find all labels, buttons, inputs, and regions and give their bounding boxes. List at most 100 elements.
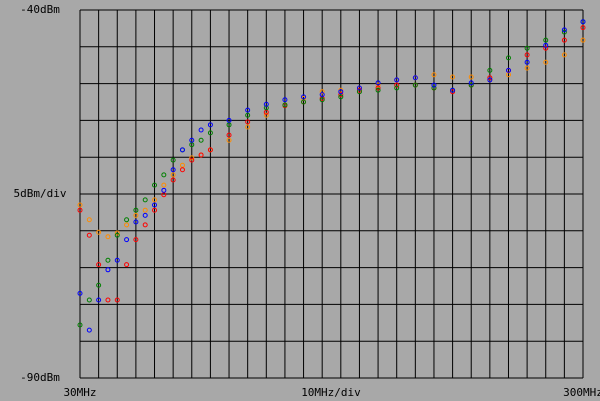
data-point bbox=[431, 85, 437, 91]
data-point bbox=[431, 72, 437, 78]
data-point bbox=[105, 267, 111, 273]
data-point bbox=[105, 297, 111, 303]
data-point bbox=[580, 25, 586, 31]
data-point bbox=[319, 92, 325, 98]
data-point bbox=[96, 297, 102, 303]
data-point bbox=[375, 85, 381, 91]
data-point bbox=[543, 37, 549, 43]
data-point bbox=[96, 262, 102, 268]
data-point bbox=[375, 87, 381, 93]
data-point bbox=[412, 82, 418, 88]
data-point bbox=[179, 147, 185, 153]
data-point bbox=[124, 262, 130, 268]
data-point bbox=[319, 97, 325, 103]
data-point bbox=[226, 117, 232, 123]
data-point bbox=[226, 132, 232, 138]
data-point bbox=[142, 197, 148, 203]
y-tick-label: -40dBm bbox=[20, 3, 60, 16]
data-point bbox=[450, 87, 456, 93]
data-point bbox=[394, 77, 400, 83]
y-tick-label: -90dBm bbox=[20, 371, 60, 384]
data-point bbox=[394, 85, 400, 91]
data-point bbox=[245, 107, 251, 113]
data-point bbox=[105, 234, 111, 240]
data-point bbox=[161, 187, 167, 193]
data-point bbox=[524, 45, 530, 51]
data-point bbox=[133, 237, 139, 243]
data-point bbox=[124, 222, 130, 228]
data-point bbox=[198, 137, 204, 143]
data-point bbox=[133, 212, 139, 218]
x-scale-label: 10MHz/div bbox=[301, 386, 361, 399]
data-point bbox=[198, 152, 204, 158]
data-point bbox=[142, 222, 148, 228]
data-point bbox=[114, 257, 120, 263]
data-point bbox=[580, 37, 586, 43]
data-point bbox=[133, 219, 139, 225]
data-point bbox=[580, 19, 586, 25]
data-point bbox=[86, 217, 92, 223]
data-point bbox=[189, 137, 195, 143]
data-point bbox=[142, 212, 148, 218]
x-tick-label: 30MHz bbox=[63, 386, 96, 399]
data-point bbox=[77, 322, 83, 328]
data-point bbox=[487, 75, 493, 81]
data-point bbox=[375, 80, 381, 86]
data-point bbox=[468, 80, 474, 86]
data-point bbox=[198, 127, 204, 133]
data-point bbox=[207, 122, 213, 128]
data-point bbox=[468, 74, 474, 80]
data-point bbox=[561, 37, 567, 43]
data-point bbox=[394, 82, 400, 88]
data-point bbox=[338, 89, 344, 95]
data-point bbox=[468, 82, 474, 88]
data-point bbox=[338, 94, 344, 100]
data-point bbox=[319, 89, 325, 95]
data-point bbox=[170, 177, 176, 183]
data-point bbox=[505, 55, 511, 61]
data-point bbox=[543, 42, 549, 48]
data-point bbox=[301, 99, 307, 105]
data-point bbox=[170, 167, 176, 173]
data-point bbox=[487, 67, 493, 73]
data-point bbox=[161, 172, 167, 178]
data-point bbox=[431, 82, 437, 88]
data-point bbox=[105, 257, 111, 263]
data-point bbox=[124, 217, 130, 223]
data-point bbox=[152, 197, 158, 203]
data-point bbox=[86, 327, 92, 333]
data-point bbox=[301, 94, 307, 100]
y-scale-label: 5dBm/div bbox=[14, 187, 67, 200]
data-point bbox=[114, 297, 120, 303]
data-point bbox=[282, 102, 288, 108]
data-point bbox=[505, 67, 511, 73]
data-point bbox=[96, 229, 102, 235]
data-point bbox=[282, 97, 288, 103]
data-point bbox=[114, 230, 120, 236]
data-point bbox=[207, 147, 213, 153]
data-point bbox=[124, 237, 130, 243]
data-point bbox=[263, 101, 269, 107]
data-point bbox=[412, 75, 418, 81]
data-point bbox=[189, 155, 195, 161]
data-point bbox=[245, 119, 251, 125]
data-point bbox=[77, 290, 83, 296]
data-point bbox=[524, 59, 530, 65]
data-point bbox=[524, 52, 530, 58]
data-point bbox=[375, 82, 381, 88]
data-point bbox=[77, 202, 83, 208]
data-point bbox=[114, 232, 120, 238]
data-point bbox=[170, 157, 176, 163]
data-point bbox=[152, 182, 158, 188]
data-point bbox=[161, 182, 167, 188]
data-point bbox=[245, 124, 251, 130]
data-point bbox=[245, 112, 251, 118]
x-tick-label: 300MHz bbox=[563, 386, 600, 399]
data-point bbox=[133, 207, 139, 213]
data-point bbox=[179, 167, 185, 173]
data-point bbox=[152, 207, 158, 213]
data-point bbox=[152, 202, 158, 208]
data-point bbox=[96, 282, 102, 288]
